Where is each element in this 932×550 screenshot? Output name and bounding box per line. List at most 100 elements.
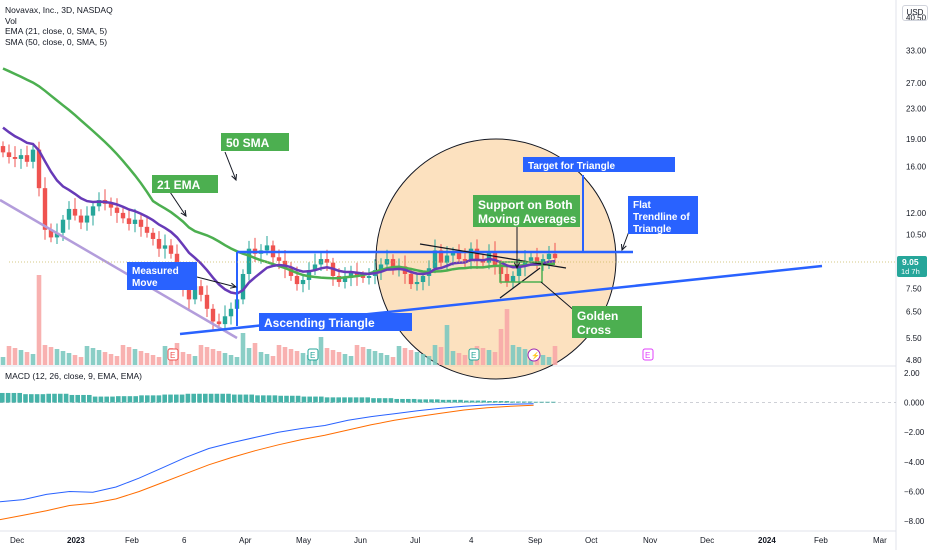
macd-histogram-bar xyxy=(330,397,336,403)
candle-body xyxy=(162,245,168,249)
candle-body xyxy=(516,266,522,276)
lightning-icon: ⚡ xyxy=(531,351,540,360)
candle-body xyxy=(342,277,348,283)
macd-histogram-bar xyxy=(29,394,34,403)
callout-50sma-text: 50 SMA xyxy=(226,136,270,150)
candle-body xyxy=(408,273,414,285)
candle-body xyxy=(432,250,438,269)
volume-bar xyxy=(330,350,336,365)
macd-tick-label: −4.00 xyxy=(904,458,925,467)
macd-histogram-bar xyxy=(284,395,289,403)
arrow-flat-trendline-head xyxy=(620,243,627,252)
volume-bar xyxy=(372,351,378,365)
earnings-marker xyxy=(468,348,480,361)
candle-body xyxy=(360,275,366,278)
macd-histogram-bar xyxy=(551,401,556,403)
volume-bar xyxy=(282,347,288,365)
time-tick-label: Feb xyxy=(125,536,139,545)
macd-histogram-bar xyxy=(133,396,138,403)
macd-tick-label: −2.00 xyxy=(904,428,925,437)
volume-bar xyxy=(210,349,216,365)
volume-bar xyxy=(240,333,246,365)
macd-histogram-bar xyxy=(307,396,312,403)
volume-bar xyxy=(288,349,294,365)
macd-histogram-bar xyxy=(214,393,220,403)
candle-body xyxy=(522,260,528,267)
candle-body xyxy=(150,232,156,239)
volume-bar xyxy=(114,356,120,365)
macd-histogram-bar xyxy=(203,393,208,403)
candle-body xyxy=(216,321,222,325)
macd-tick-label: 0.000 xyxy=(904,399,925,408)
volume-bar xyxy=(36,275,42,365)
candle-body xyxy=(534,257,540,263)
macd-histogram-bar xyxy=(382,398,388,403)
volume-bar xyxy=(492,352,498,365)
macd-histogram-bar xyxy=(452,399,457,403)
macd-histogram-bar xyxy=(353,397,359,403)
callout-golden-cross xyxy=(572,306,642,338)
ema-21-line xyxy=(2,126,556,295)
macd-histogram-bar xyxy=(104,396,109,403)
volume-bar xyxy=(300,353,306,365)
candle-body xyxy=(498,266,504,274)
volume-bar xyxy=(348,356,354,365)
candle-body xyxy=(528,257,534,261)
volume-bar xyxy=(552,346,558,365)
macd-histogram-bar xyxy=(226,393,231,403)
volume-bar xyxy=(48,347,54,365)
candle-body xyxy=(168,245,174,254)
volume-bar xyxy=(186,354,192,365)
macd-histogram-bar xyxy=(504,401,510,403)
volume-bar xyxy=(204,347,210,365)
candle-body xyxy=(204,294,210,309)
older-trendline xyxy=(0,198,238,340)
macd-histogram-bar xyxy=(411,398,417,403)
macd-histogram-bar xyxy=(371,398,376,403)
ema-legend[interactable]: EMA (21, close, 0, SMA, 5) xyxy=(5,26,108,37)
callout-support xyxy=(473,195,580,227)
candle-body xyxy=(84,215,90,223)
volume-bar xyxy=(426,356,432,365)
arrow-21ema-head xyxy=(180,209,187,217)
golden-cross-box xyxy=(499,261,543,283)
price-tick-label: 10.50 xyxy=(906,230,927,239)
macd-line xyxy=(0,403,534,503)
macd-histogram-bar xyxy=(98,396,104,403)
volume-bar xyxy=(324,348,330,365)
volume-bar xyxy=(138,351,144,365)
macd-histogram-bar xyxy=(429,399,434,403)
dividend-marker xyxy=(527,348,541,362)
candle-body xyxy=(96,200,102,207)
candle-body xyxy=(24,155,30,162)
candle-body xyxy=(132,219,138,224)
volume-bar xyxy=(354,345,360,365)
macd-legend[interactable]: MACD (12, 26, close, 9, EMA, EMA) xyxy=(5,371,142,381)
golden-cross-leader xyxy=(540,281,577,313)
macd-histogram-bar xyxy=(243,394,249,403)
volume-bar xyxy=(312,357,318,365)
currency-button[interactable]: USD xyxy=(902,5,928,21)
candle-body xyxy=(12,157,18,159)
macd-histogram-bar xyxy=(440,399,446,403)
volume-bar xyxy=(468,357,474,365)
vol-label[interactable]: Vol xyxy=(5,15,17,26)
candle-body xyxy=(228,308,234,317)
volume-bar xyxy=(6,346,12,365)
macd-histogram-bar xyxy=(69,394,75,403)
candle-body xyxy=(42,188,48,230)
candle-body xyxy=(546,253,552,260)
macd-histogram-bar xyxy=(324,397,330,403)
time-tick-label: Nov xyxy=(643,536,657,545)
price-tick-label: 4.80 xyxy=(906,356,922,365)
volume-bar xyxy=(66,353,72,365)
macd-histogram-bar xyxy=(359,397,365,403)
price-tick-label: 16.00 xyxy=(906,163,927,172)
macd-histogram-bar xyxy=(168,394,173,403)
earnings-marker-label: E xyxy=(310,351,315,360)
macd-histogram-bar xyxy=(179,394,185,403)
symbol-title[interactable]: Novavax, Inc., 3D, NASDAQ xyxy=(5,5,113,15)
sma-legend[interactable]: SMA (50, close, 0, SMA, 5) xyxy=(5,36,108,47)
arrow-21ema xyxy=(169,191,187,217)
